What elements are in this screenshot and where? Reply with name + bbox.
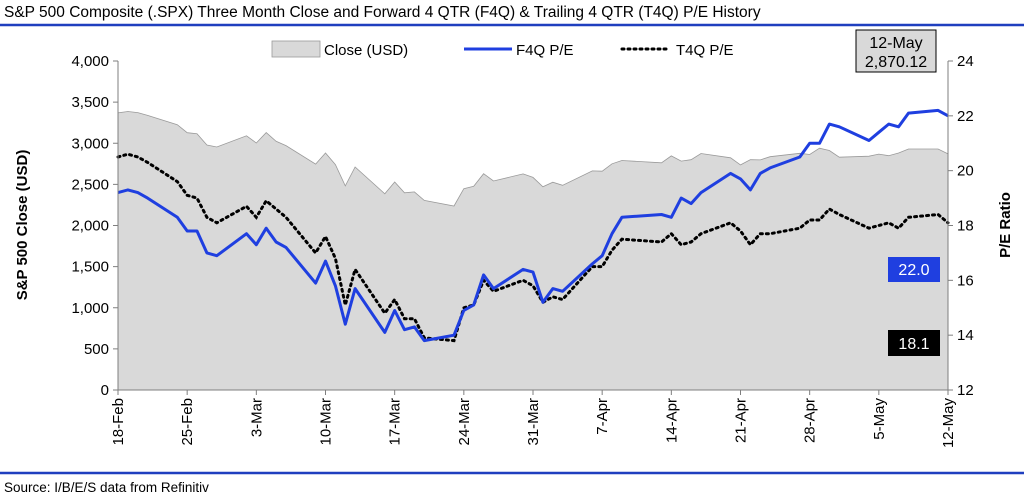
y-tick-label-left: 0 [101, 382, 109, 399]
x-tick-label: 3-Mar [248, 398, 265, 437]
y-tick-label-left: 2,000 [71, 218, 109, 235]
y-tick-label-left: 500 [84, 341, 109, 358]
y-tick-label-left: 1,500 [71, 259, 109, 276]
legend-label-close: Close (USD) [324, 42, 408, 59]
x-tick-label: 24-Mar [456, 398, 473, 446]
x-tick-label: 5-May [871, 398, 888, 440]
y-tick-label-right: 20 [957, 163, 974, 180]
y-axis-title-right: P/E Ratio [997, 192, 1014, 258]
callout-date: 12-May [869, 35, 922, 52]
y-tick-label-left: 2,500 [71, 176, 109, 193]
x-tick-label: 21-Apr [733, 398, 750, 443]
last-close-callout [855, 29, 937, 73]
callout-close-value: 2,870.12 [865, 54, 927, 71]
x-tick-label: 28-Apr [802, 398, 819, 443]
y-tick-label-left: 3,500 [71, 94, 109, 111]
y-tick-label-left: 1,000 [71, 300, 109, 317]
plot-area [116, 108, 950, 391]
t4q-line [116, 152, 950, 343]
x-tick-label: 10-Mar [318, 398, 335, 446]
y-tick-label-left: 3,000 [71, 135, 109, 152]
f4q-value-box [888, 257, 940, 282]
close-area [117, 111, 949, 391]
x-tick-label: 25-Feb [179, 398, 196, 446]
y-tick-label-right: 22 [957, 108, 974, 125]
x-tick-label: 18-Feb [110, 398, 127, 446]
y-tick-label-right: 24 [957, 53, 974, 70]
y-tick-label-right: 18 [957, 218, 974, 235]
legend-label-t4q: T4Q P/E [676, 42, 734, 59]
annotations: 12-May 2,870.12 22.0 18.1 [855, 29, 940, 356]
legend-label-f4q: F4Q P/E [516, 42, 574, 59]
y-tick-label-left: 4,000 [71, 53, 109, 70]
axes: 0 500 1,000 1,500 2,000 2,500 3,000 3,500 4,000 1… [71, 53, 973, 448]
chart-title: S&P 500 Composite (.SPX) Three Month Clo… [4, 4, 761, 21]
legend-swatch-close [271, 40, 321, 58]
y-tick-label-right: 14 [957, 327, 974, 344]
x-tick-label: 17-Mar [387, 398, 404, 446]
x-tick-label: 14-Apr [663, 398, 680, 443]
y-tick-label-right: 12 [957, 382, 974, 399]
f4q-line [117, 108, 949, 343]
x-tick-label: 7-Apr [594, 398, 611, 435]
x-tick-label: 12-May [940, 398, 957, 449]
y-tick-label-right: 16 [957, 272, 974, 289]
source-note: Source: I/B/E/S data from Refinitiv [4, 480, 209, 495]
t4q-value-label: 18.1 [898, 336, 929, 353]
legend: Close (USD) F4Q P/E T4Q P/E [271, 40, 734, 59]
y-axis-title-left: S&P 500 Close (USD) [14, 150, 31, 301]
x-tick-label: 31-Mar [525, 398, 542, 446]
t4q-value-box [888, 330, 940, 356]
f4q-value-label: 22.0 [898, 262, 929, 279]
